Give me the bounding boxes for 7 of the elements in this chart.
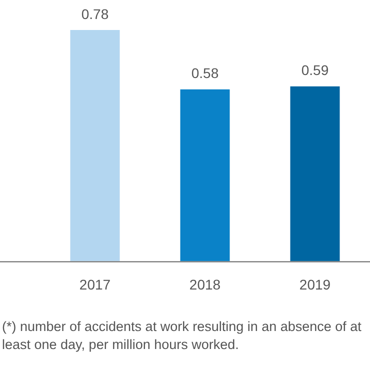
x-tick-label: 2018 (189, 276, 221, 292)
data-label: 0.78 (81, 6, 109, 22)
x-tick-label: 2017 (79, 276, 111, 292)
data-label: 0.58 (191, 65, 219, 82)
x-tick-label: 2019 (299, 276, 331, 292)
text: (*) number of accidents at work resulting in an absence of at least one day, per million hours worked. (1, 318, 362, 354)
data-label: 0.59 (301, 62, 329, 78)
